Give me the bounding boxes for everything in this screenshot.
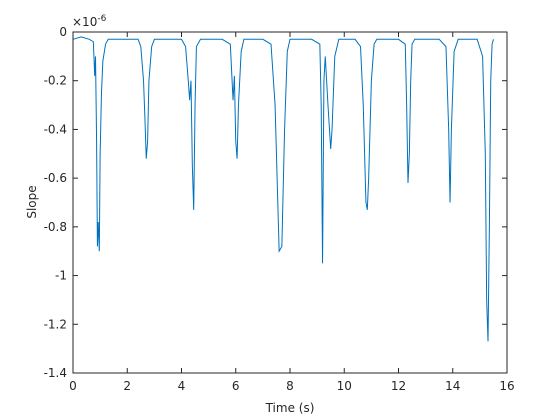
x-tick-label: 6 — [232, 379, 240, 393]
y-tick-label: 0 — [59, 25, 67, 39]
y-tick-label: -1.2 — [44, 317, 67, 331]
y-tick-label: -0.4 — [44, 122, 67, 136]
data-line — [72, 36, 494, 342]
multiplier-base: ×10 — [72, 15, 97, 29]
x-tick-label: 10 — [337, 379, 352, 393]
x-tick-label: 4 — [178, 379, 186, 393]
y-tick-label: -0.8 — [44, 220, 67, 234]
plot-area — [73, 32, 507, 373]
y-multiplier: ×10-6 — [72, 14, 107, 29]
x-axis-label: Time (s) — [265, 401, 315, 415]
y-tick-label: -1.4 — [44, 366, 67, 380]
y-tick-label: -0.2 — [44, 74, 67, 88]
y-tick-label: -0.6 — [44, 171, 67, 185]
x-tick-label: 0 — [69, 379, 77, 393]
x-tick-label: 2 — [123, 379, 131, 393]
axes-box — [72, 31, 508, 374]
x-tick-label: 16 — [499, 379, 514, 393]
x-tick-label: 12 — [391, 379, 406, 393]
multiplier-exponent: -6 — [97, 14, 106, 24]
y-axis-label: Slope — [25, 185, 39, 218]
x-tick-label: 8 — [286, 379, 294, 393]
x-tick-label: 14 — [445, 379, 460, 393]
y-tick-label: -1 — [55, 269, 67, 283]
